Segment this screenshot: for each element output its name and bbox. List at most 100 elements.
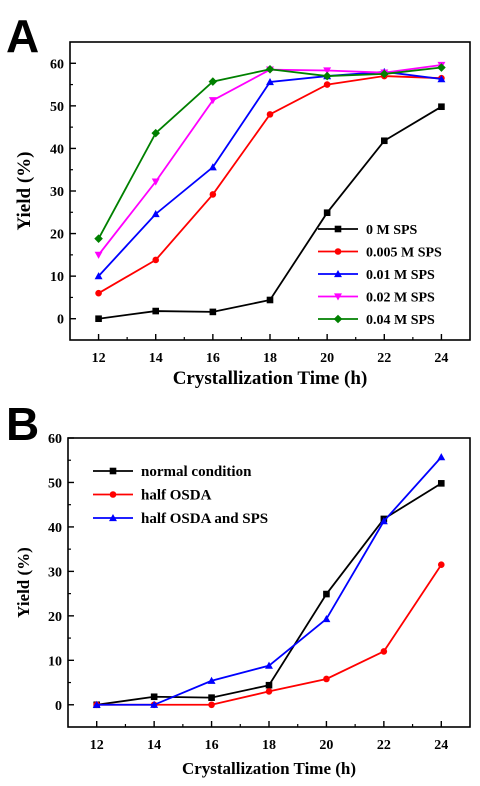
legend-marker bbox=[109, 514, 117, 522]
y-tick-label: 0 bbox=[57, 313, 64, 328]
x-tick-label: 14 bbox=[149, 351, 163, 366]
y-axis-title: Yield (%) bbox=[14, 547, 33, 618]
y-tick-label: 40 bbox=[48, 521, 62, 536]
data-point bbox=[322, 71, 332, 81]
data-point bbox=[323, 590, 330, 598]
data-point bbox=[152, 256, 160, 264]
x-tick-label: 12 bbox=[90, 738, 104, 753]
data-point bbox=[208, 694, 215, 701]
data-point bbox=[208, 701, 215, 709]
chart-panel-a: 12 14 16 18 20 22 24 0 10 20 30 40 50 60 Crystallizati… bbox=[14, 41, 471, 389]
x-tick-label: 18 bbox=[263, 351, 277, 366]
series-4 bbox=[94, 63, 446, 243]
data-point bbox=[94, 251, 103, 259]
data-point bbox=[94, 272, 103, 280]
data-point bbox=[379, 69, 389, 79]
series-line bbox=[97, 66, 442, 240]
data-point bbox=[265, 688, 273, 695]
legend-label: 0.04 M SPS bbox=[366, 313, 435, 328]
y-tick-label: 60 bbox=[50, 57, 64, 72]
data-point bbox=[207, 676, 216, 684]
data-point bbox=[323, 675, 330, 683]
legend-label: normal condition bbox=[141, 464, 252, 480]
y-tick-label: 10 bbox=[50, 270, 64, 285]
series-1 bbox=[95, 72, 445, 297]
y-tick-label: 40 bbox=[50, 142, 64, 157]
panel-letter-b: B bbox=[6, 398, 39, 450]
panel-letter-a: A bbox=[6, 10, 39, 62]
data-point bbox=[437, 63, 446, 72]
x-tick-label: 18 bbox=[262, 738, 276, 753]
legend-label: 0.01 M SPS bbox=[366, 268, 435, 283]
x-tick-label: 14 bbox=[147, 738, 161, 753]
data-point bbox=[94, 234, 103, 243]
data-point bbox=[437, 480, 445, 487]
data-point bbox=[152, 307, 160, 315]
y-tick-label: 50 bbox=[50, 100, 64, 115]
data-point bbox=[437, 75, 446, 83]
x-axis-title: Crystallization Time (h) bbox=[173, 368, 368, 389]
data-point bbox=[266, 111, 274, 118]
y-tick-label: 30 bbox=[48, 565, 62, 580]
x-axis-title: Crystallization Time (h) bbox=[182, 759, 356, 778]
y-tick-label: 50 bbox=[48, 476, 62, 491]
series-0 bbox=[95, 103, 445, 323]
y-tick-label: 20 bbox=[48, 610, 62, 625]
y-tick-label: 30 bbox=[50, 185, 64, 200]
data-point bbox=[438, 103, 445, 111]
data-point bbox=[208, 97, 217, 105]
x-tick-label: 22 bbox=[377, 738, 391, 753]
y-tick-label: 20 bbox=[50, 228, 64, 243]
legend-label: 0 M SPS bbox=[366, 223, 418, 238]
x-tick-label: 22 bbox=[377, 351, 391, 366]
data-point bbox=[92, 700, 101, 708]
data-point bbox=[151, 128, 161, 138]
data-point bbox=[151, 210, 160, 218]
data-point bbox=[208, 163, 217, 171]
data-point bbox=[379, 517, 388, 525]
series-line bbox=[98, 105, 442, 320]
data-point bbox=[208, 77, 218, 86]
series-2 bbox=[92, 453, 446, 708]
legend-marker bbox=[333, 314, 343, 324]
data-point bbox=[209, 191, 217, 198]
data-point bbox=[323, 67, 332, 75]
series-line bbox=[98, 75, 442, 294]
data-point bbox=[323, 209, 331, 217]
x-tick-label: 16 bbox=[205, 738, 219, 753]
data-point bbox=[151, 178, 160, 186]
data-point bbox=[150, 700, 159, 708]
x-tick-label: 20 bbox=[320, 351, 334, 366]
legend-label: half OSDA and SPS bbox=[141, 511, 268, 527]
x-tick-label: 20 bbox=[319, 738, 333, 753]
y-axis-title: Yield (%) bbox=[14, 152, 35, 231]
legend-label: half OSDA bbox=[141, 488, 212, 504]
x-tick-label: 16 bbox=[206, 351, 220, 366]
data-point bbox=[380, 648, 388, 655]
data-point bbox=[323, 81, 331, 88]
legend-label: 0.005 M SPS bbox=[366, 246, 442, 261]
data-point bbox=[209, 308, 217, 316]
legend-marker bbox=[334, 293, 342, 301]
legend-marker bbox=[109, 491, 117, 498]
y-tick-label: 10 bbox=[48, 654, 62, 669]
data-point bbox=[266, 296, 274, 304]
data-point bbox=[437, 453, 446, 461]
legend-marker bbox=[334, 248, 342, 255]
x-tick-label: 12 bbox=[92, 351, 106, 366]
y-tick-label: 60 bbox=[48, 432, 62, 447]
legend-label: 0.02 M SPS bbox=[366, 291, 435, 306]
data-point bbox=[95, 289, 102, 297]
data-point bbox=[266, 78, 274, 86]
legend: 0 M SPS 0.005 M SPS 0.01 M SPS 0.02 M SPS 0.… bbox=[318, 223, 442, 328]
data-point bbox=[322, 614, 331, 623]
y-tick-label: 0 bbox=[55, 699, 62, 714]
legend-marker bbox=[334, 225, 342, 233]
legend-marker bbox=[109, 467, 117, 475]
data-point bbox=[95, 315, 102, 323]
data-point bbox=[380, 137, 388, 145]
data-point bbox=[150, 693, 158, 701]
data-point bbox=[437, 561, 445, 569]
x-tick-label: 24 bbox=[434, 351, 448, 366]
